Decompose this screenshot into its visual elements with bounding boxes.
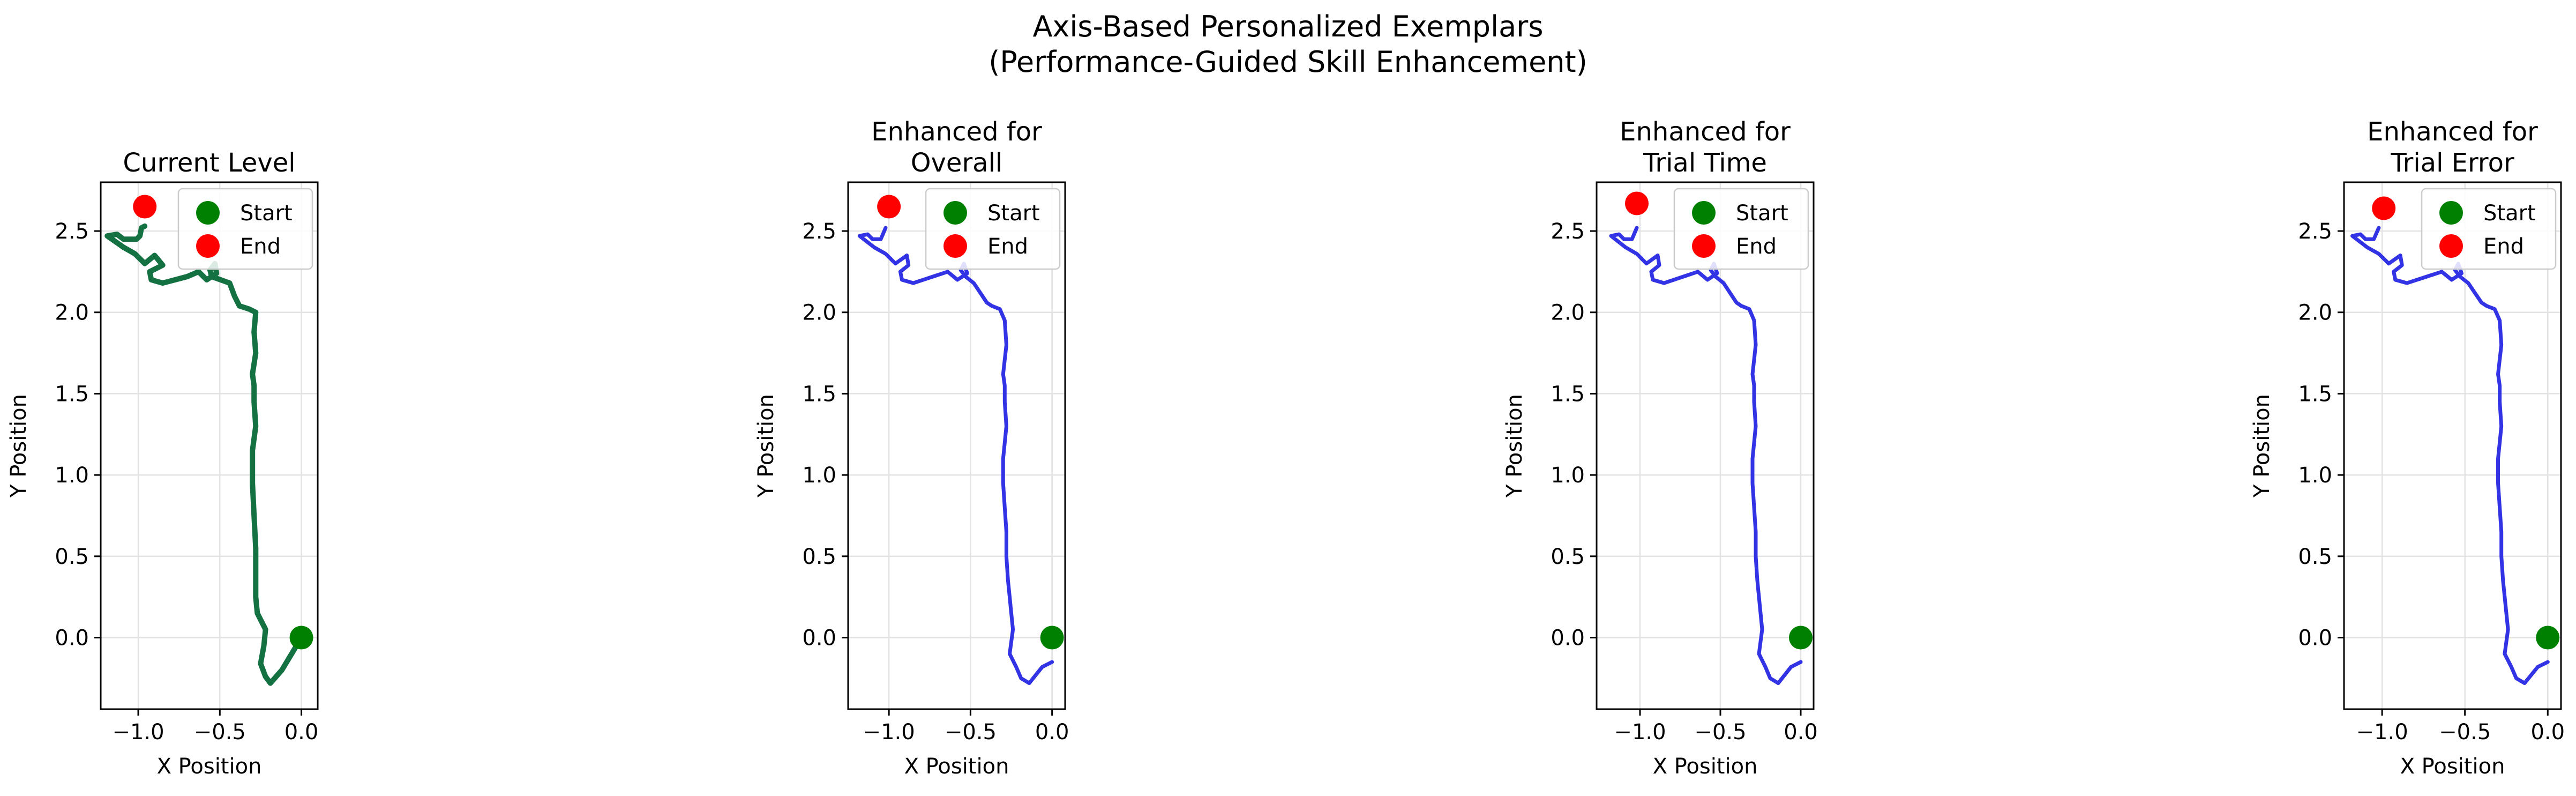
legend-label: End	[1736, 234, 1777, 259]
subplot-title: Current Level	[123, 148, 295, 178]
subplot-enhanced-overall: −1.0 −0.5 0.0 0.0 0.5 1.0 1.5 2.0 2.5 X Position Y…	[754, 117, 1069, 779]
axes-frame	[2343, 181, 2562, 710]
legend-label: End	[240, 234, 281, 259]
subplot-panels: −1.0 −0.5 0.0 0.0 0.5 1.0 1.5 2.0 2.5 X Position Y…	[6, 117, 2565, 779]
y-tick-label: 2.5	[802, 219, 836, 244]
x-axis-label: X Position	[2400, 754, 2505, 779]
end-marker	[133, 195, 157, 219]
subplot-enhanced-trial-error: −1.0 −0.5 0.0 0.0 0.5 1.0 1.5 2.0 2.5 X Position Y…	[2250, 117, 2565, 779]
figure-title-line1: Axis-Based Personalized Exemplars	[1032, 10, 1543, 43]
x-tick-label: −0.5	[194, 720, 246, 745]
start-marker	[289, 626, 313, 650]
start-marker	[2536, 626, 2560, 650]
y-tick-label: 1.5	[55, 382, 89, 406]
x-tick-label: 0.0	[1035, 720, 1069, 745]
y-tick-label: 0.5	[802, 545, 836, 569]
start-marker	[1789, 626, 1813, 650]
y-tick-label: 0.0	[2298, 626, 2332, 651]
subplot-title: Overall	[911, 148, 1003, 178]
y-tick-label: 1.5	[1551, 382, 1585, 406]
y-tick-label: 0.0	[802, 626, 836, 651]
y-tick-label: 0.5	[1551, 545, 1585, 569]
legend-end-marker	[943, 234, 967, 258]
legend-label: Start	[1736, 201, 1788, 226]
axes-frame	[100, 181, 319, 710]
start-marker	[1040, 626, 1064, 650]
x-tick-label: −0.5	[1694, 720, 1746, 745]
y-tick-label: 2.0	[2298, 301, 2332, 325]
subplot-title: Enhanced for	[1620, 117, 1791, 147]
y-axis-label: Y Position	[2250, 394, 2274, 498]
x-tick-label: −1.0	[2356, 720, 2408, 745]
legend-label: Start	[2483, 201, 2536, 226]
y-tick-label: 1.5	[802, 382, 836, 406]
trajectory-line	[2350, 226, 2550, 685]
legend-label: Start	[240, 201, 293, 226]
legend-start-marker	[196, 201, 220, 225]
y-tick-label: 1.5	[2298, 382, 2332, 406]
y-tick-label: 2.5	[55, 219, 89, 244]
y-tick-label: 1.0	[2298, 463, 2332, 488]
trajectory-line	[857, 226, 1054, 685]
y-tick-label: 2.0	[802, 301, 836, 325]
y-tick-label: 1.0	[1551, 463, 1585, 488]
y-tick-label: 2.5	[1551, 219, 1585, 244]
x-tick-label: −0.5	[945, 720, 997, 745]
y-tick-label: 2.5	[2298, 219, 2332, 244]
x-axis-label: X Position	[1653, 754, 1758, 779]
end-marker	[2372, 196, 2396, 220]
axes-frame	[847, 181, 1066, 710]
end-marker	[1625, 191, 1649, 215]
y-axis-label: Y Position	[1502, 394, 1527, 498]
legend-end-marker	[1692, 234, 1716, 258]
legend-label: End	[2483, 234, 2524, 259]
subplot-title: Enhanced for	[871, 117, 1042, 147]
y-tick-label: 1.0	[55, 463, 89, 488]
legend: Start End	[1673, 188, 1809, 270]
trajectory-line	[104, 223, 304, 686]
y-axis-label: Y Position	[754, 394, 778, 498]
legend: Start End	[177, 188, 313, 270]
y-tick-label: 2.0	[55, 301, 89, 325]
legend-end-marker	[196, 234, 220, 258]
x-tick-label: −1.0	[1614, 720, 1666, 745]
subplot-title: Enhanced for	[2367, 117, 2538, 147]
x-tick-label: 0.0	[2530, 720, 2565, 745]
y-tick-label: 0.5	[2298, 545, 2332, 569]
legend-end-marker	[2439, 234, 2463, 258]
legend: Start End	[925, 188, 1061, 270]
legend-start-marker	[943, 201, 967, 225]
x-axis-label: X Position	[904, 754, 1009, 779]
y-tick-label: 0.5	[55, 545, 89, 569]
subplot-title: Trial Time	[1643, 148, 1767, 178]
subplot-title: Trial Error	[2390, 148, 2514, 178]
x-tick-label: −1.0	[112, 720, 164, 745]
x-tick-label: −0.5	[2439, 720, 2491, 745]
figure-title-line2: (Performance-Guided Skill Enhancement)	[989, 45, 1587, 79]
subplot-current-level: −1.0 −0.5 0.0 0.0 0.5 1.0 1.5 2.0 2.5 X Position Y…	[6, 148, 319, 779]
y-tick-label: 1.0	[802, 463, 836, 488]
x-tick-label: 0.0	[284, 720, 319, 745]
subplot-enhanced-trial-time: −1.0 −0.5 0.0 0.0 0.5 1.0 1.5 2.0 2.5 X Position Y…	[1502, 117, 1818, 779]
legend: Start End	[2421, 188, 2557, 270]
legend-label: End	[987, 234, 1028, 259]
y-tick-label: 2.0	[1551, 301, 1585, 325]
legend-label: Start	[987, 201, 1040, 226]
trajectory-line	[1609, 226, 1803, 685]
legend-start-marker	[2439, 201, 2463, 225]
axes-frame	[1596, 181, 1815, 710]
end-marker	[877, 195, 901, 219]
x-axis-label: X Position	[157, 754, 262, 779]
y-tick-label: 0.0	[55, 626, 89, 651]
x-tick-label: −1.0	[863, 720, 915, 745]
y-tick-label: 0.0	[1551, 626, 1585, 651]
y-axis-label: Y Position	[6, 394, 31, 498]
x-tick-label: 0.0	[1784, 720, 1818, 745]
legend-start-marker	[1692, 201, 1716, 225]
